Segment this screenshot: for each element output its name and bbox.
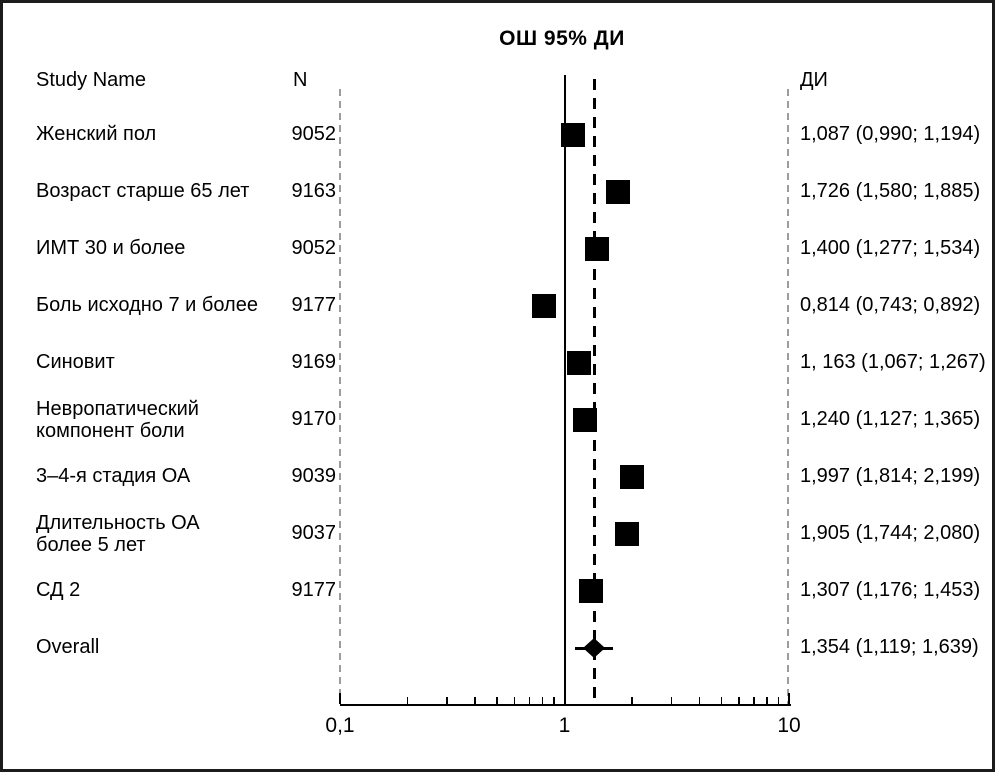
n-value: 9170 <box>291 408 337 430</box>
study-label: ИМТ 30 и более <box>36 237 186 259</box>
x-axis-major-tick <box>339 693 341 704</box>
or-square-marker <box>615 522 640 546</box>
plot-left-boundary-line <box>339 89 341 704</box>
n-value: 9039 <box>291 465 337 487</box>
x-axis-minor-tick <box>670 697 673 704</box>
x-axis-minor-tick <box>698 697 701 704</box>
x-axis-minor-tick <box>720 697 723 704</box>
x-axis-minor-tick <box>496 697 498 704</box>
x-axis-minor-tick <box>738 697 740 704</box>
ci-value: 1,726 (1,580; 1,885) <box>800 180 981 202</box>
x-axis-minor-tick <box>446 697 448 704</box>
or-square-marker <box>567 351 592 375</box>
study-label: Длительность ОА более 5 лет <box>36 512 200 556</box>
column-header-n: N <box>293 69 308 91</box>
column-header-ci: ДИ <box>800 69 828 91</box>
column-header-study: Study Name <box>36 69 147 91</box>
study-label: Возраст старше 65 лет <box>36 180 250 202</box>
ci-value: 1,307 (1,176; 1,453) <box>800 579 981 601</box>
plot-right-boundary-line <box>786 89 789 704</box>
or-square-marker <box>585 237 610 261</box>
x-axis-minor-tick <box>766 697 768 704</box>
overall-diamond-marker <box>583 638 606 658</box>
n-value: 9037 <box>291 522 337 544</box>
x-axis-minor-tick <box>474 697 476 704</box>
ci-value: 1,354 (1,119; 1,639) <box>800 636 979 658</box>
study-label: СД 2 <box>36 579 81 601</box>
ci-value: 1,905 (1,744; 2,080) <box>800 522 981 544</box>
reference-line <box>563 75 566 706</box>
n-value: 9052 <box>291 123 337 145</box>
x-axis-minor-tick <box>513 697 516 704</box>
ci-value: 1,087 (0,990; 1,194) <box>800 123 981 145</box>
or-square-marker <box>578 579 603 603</box>
ci-value: 0,814 (0,743; 0,892) <box>800 294 981 316</box>
or-square-marker <box>619 465 644 489</box>
ci-value: 1,400 (1,277; 1,534) <box>800 237 981 259</box>
x-axis-tick-label: 0,1 <box>325 714 355 737</box>
x-axis-tick-label: 10 <box>777 714 801 737</box>
ci-value: 1,240 (1,127; 1,365) <box>800 408 981 430</box>
x-axis-tick-label: 1 <box>558 714 571 737</box>
x-axis-major-tick <box>563 693 566 704</box>
x-axis-minor-tick <box>753 697 755 704</box>
n-value: 9163 <box>291 180 337 202</box>
n-value: 9052 <box>291 237 337 259</box>
x-axis-minor-tick <box>528 697 531 704</box>
x-axis-minor-tick <box>406 697 409 704</box>
study-label: Синовит <box>36 351 115 373</box>
n-value: 9177 <box>291 579 337 601</box>
x-axis-major-tick <box>788 693 790 704</box>
or-square-marker <box>560 123 585 147</box>
x-axis-line <box>340 704 791 706</box>
ci-value: 1,997 (1,814; 2,199) <box>800 465 981 487</box>
x-axis-minor-tick <box>631 697 633 704</box>
or-square-marker <box>573 408 598 432</box>
or-square-marker <box>532 294 557 318</box>
ci-value: 1, 163 (1,067; 1,267) <box>800 351 986 373</box>
x-axis-minor-tick <box>541 697 544 704</box>
x-axis-minor-tick <box>553 697 555 704</box>
n-value: 9169 <box>291 351 337 373</box>
overall-estimate-line <box>592 79 596 704</box>
study-label: Невропатический компонент боли <box>36 398 199 442</box>
study-label: 3–4-я стадия ОА <box>36 465 191 487</box>
or-square-marker <box>605 180 630 204</box>
chart-title: ОШ 95% ДИ <box>499 27 625 50</box>
study-label: Женский пол <box>36 123 157 145</box>
study-label: Боль исходно 7 и более <box>36 294 258 316</box>
x-axis-minor-tick <box>777 697 780 704</box>
n-value: 9177 <box>291 294 337 316</box>
study-label: Overall <box>36 636 100 658</box>
